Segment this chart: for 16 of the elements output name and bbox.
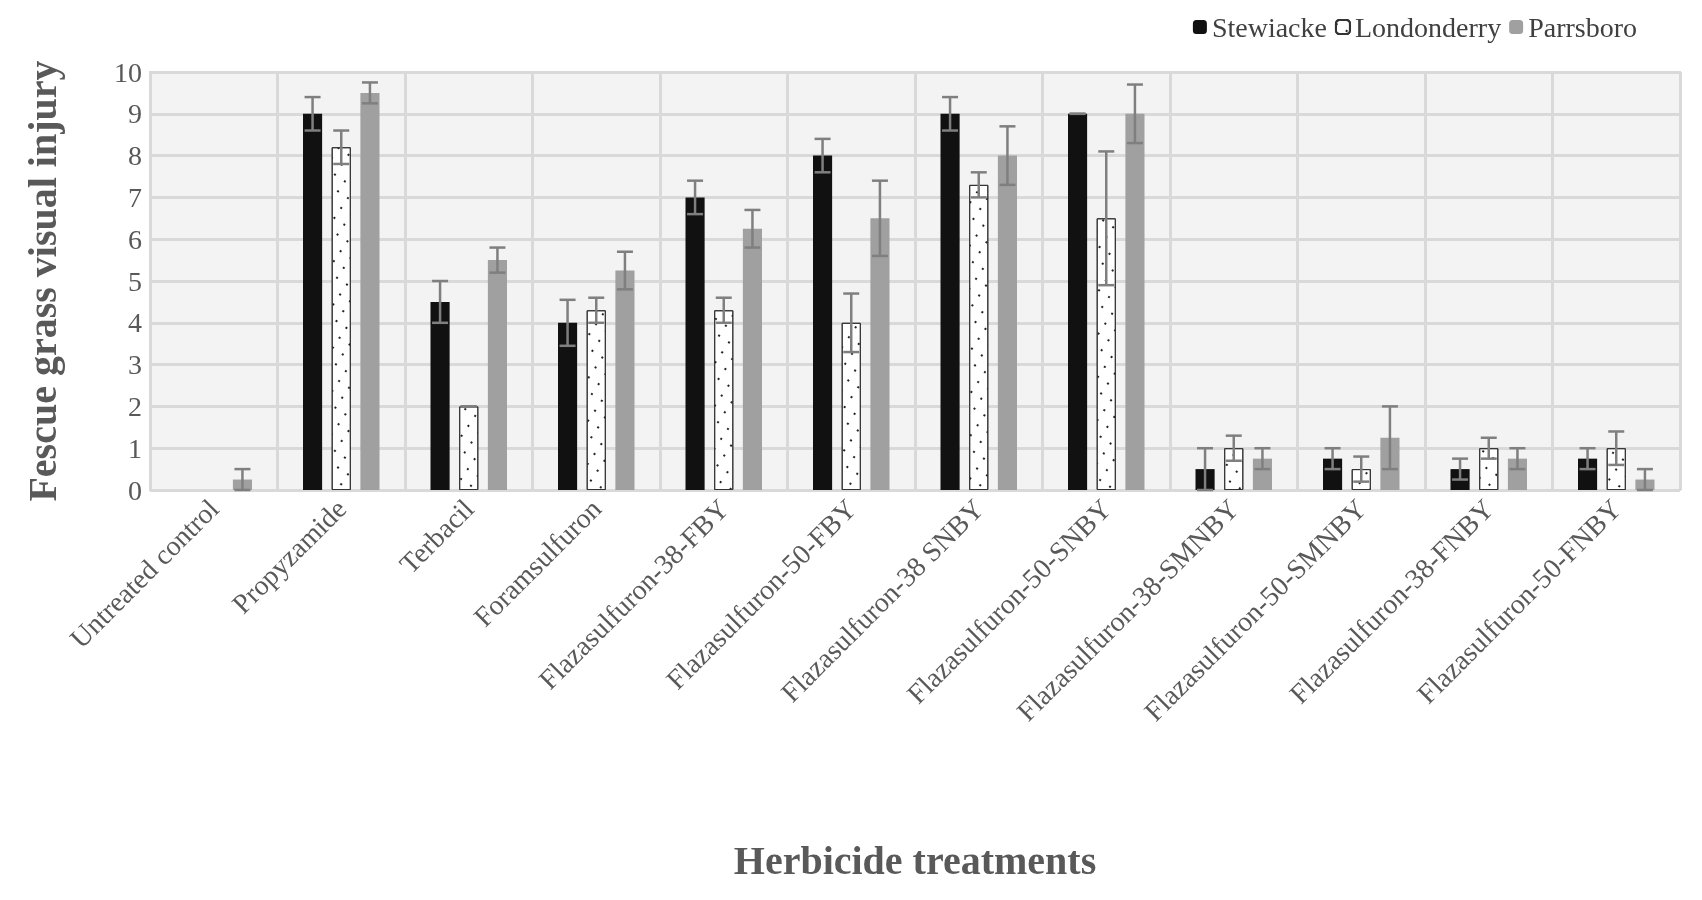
y-tick-label: 3 (128, 349, 142, 381)
y-tick-label: 6 (128, 223, 142, 255)
y-tick-label: 9 (128, 98, 142, 130)
y-axis-title: Fescue grass visual injury (19, 60, 65, 502)
legend-label: Londonderry (1354, 11, 1502, 43)
y-tick-label: 8 (128, 140, 142, 172)
y-tick-label: 1 (128, 432, 142, 464)
y-tick-label: 5 (128, 265, 142, 297)
y-tick-label: 2 (128, 390, 142, 422)
y-tick-label: 0 (128, 474, 142, 506)
legend-label: Parrsboro (1528, 11, 1638, 43)
x-axis-title: Herbicide treatments (733, 837, 1097, 883)
y-tick-label: 4 (128, 307, 142, 339)
legend-label: Stewiacke (1211, 11, 1327, 43)
y-tick-label: 10 (114, 56, 142, 88)
y-tick-label: 7 (128, 181, 142, 213)
